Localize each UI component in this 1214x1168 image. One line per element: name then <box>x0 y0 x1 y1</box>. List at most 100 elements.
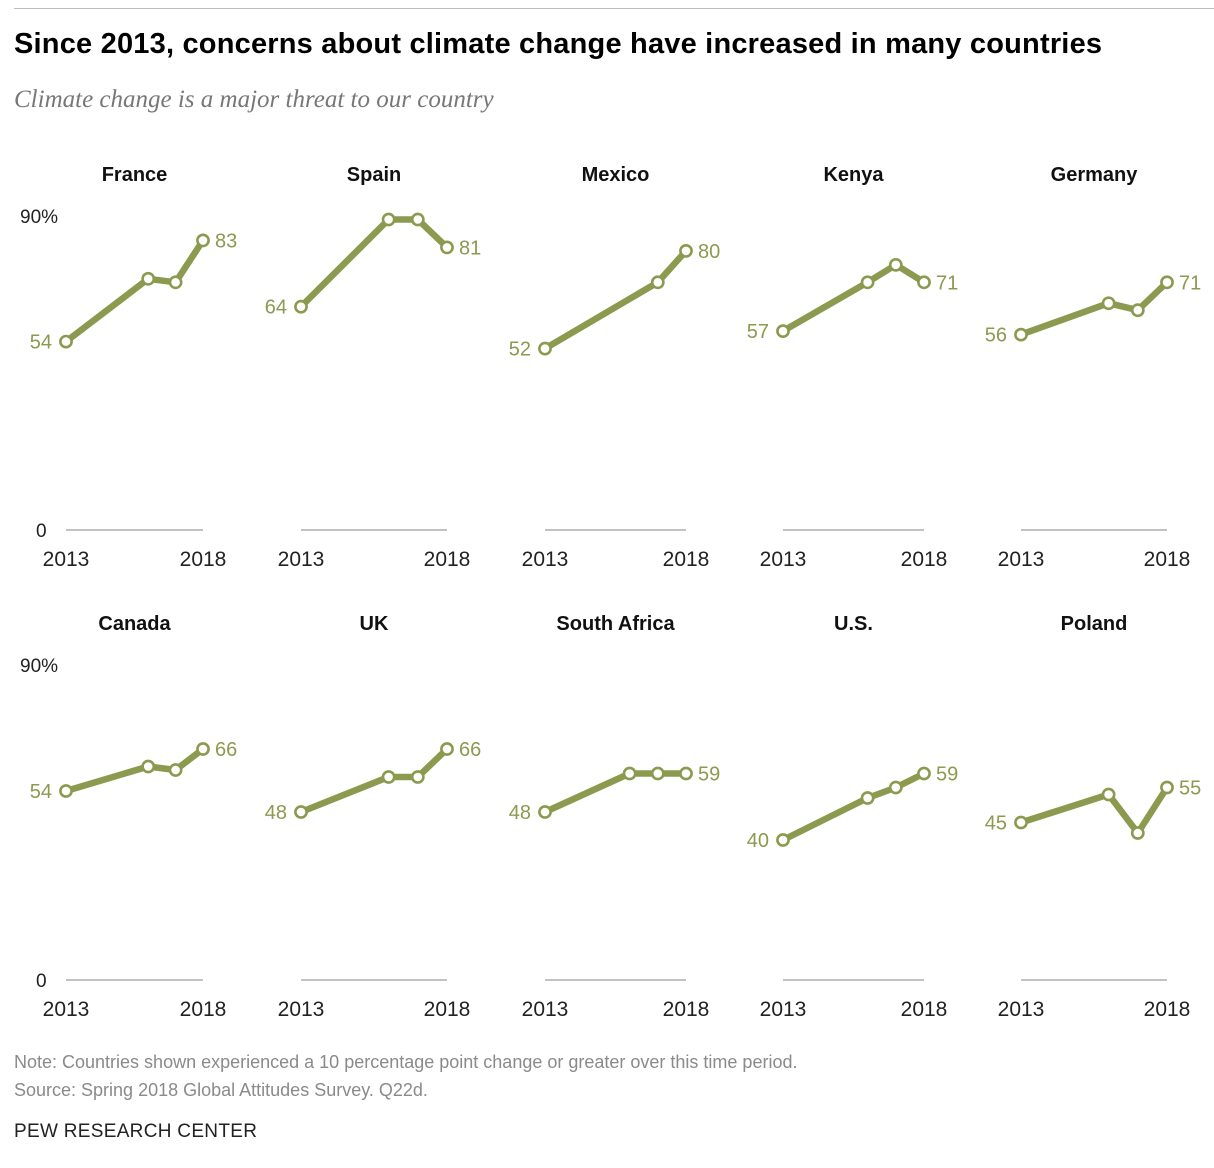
small-multiples-chart: France 90% 0 2013 2018 54 83 Spain 2013 2018 64 81 M… <box>20 164 1201 1021</box>
data-point-poland-2018 <box>1160 780 1174 795</box>
x-tick-label-end-uk: 2018 <box>424 998 471 1021</box>
data-point-uk-2017 <box>410 770 425 784</box>
series-line-uk <box>297 745 451 816</box>
data-point-mexico-2013 <box>538 341 552 356</box>
panel-title-mexico: Mexico <box>582 164 650 186</box>
data-point-mexico-2018 <box>679 243 693 258</box>
data-point-canada-2017 <box>168 763 183 777</box>
data-label-first-canada: 54 <box>30 781 52 803</box>
data-label-last-south-africa: 59 <box>698 764 720 786</box>
data-point-kenya-2017 <box>888 257 903 272</box>
series-line-spain <box>297 216 451 310</box>
data-point-canada-2016 <box>141 759 156 774</box>
y-tick-zero-label: 0 <box>36 521 47 542</box>
data-label-first-uk: 48 <box>265 802 287 824</box>
data-point-south-africa-2016 <box>622 766 637 781</box>
data-label-first-kenya: 57 <box>747 321 769 343</box>
data-point-kenya-2013 <box>776 324 790 339</box>
x-tick-label-end-canada: 2018 <box>180 998 227 1021</box>
data-label-first-spain: 64 <box>265 297 287 319</box>
x-tick-label-start-uk: 2013 <box>278 998 325 1021</box>
data-point-u-s-2016 <box>860 791 875 805</box>
data-point-kenya-2018 <box>917 275 931 290</box>
y-tick-top-label: 90% <box>20 207 58 228</box>
series-line-germany <box>1017 279 1171 338</box>
data-label-first-u-s: 40 <box>747 830 769 852</box>
y-tick-top-label: 90% <box>20 656 58 677</box>
x-tick-label-end-mexico: 2018 <box>663 548 710 571</box>
x-tick-label-start-u-s: 2013 <box>760 998 807 1021</box>
x-tick-label-end-kenya: 2018 <box>901 548 948 571</box>
data-point-poland-2017 <box>1130 826 1145 840</box>
x-tick-label-end-u-s: 2018 <box>901 998 948 1021</box>
organization-credit: PEW RESEARCH CENTER <box>14 1121 258 1142</box>
panel-title-poland: Poland <box>1061 613 1128 635</box>
x-tick-label-start-south-africa: 2013 <box>522 998 569 1021</box>
panel-title-south-africa: South Africa <box>556 613 675 635</box>
data-label-last-canada: 66 <box>215 739 237 761</box>
data-label-last-germany: 71 <box>1179 272 1201 294</box>
data-point-kenya-2016 <box>860 275 875 290</box>
data-point-spain-2013 <box>294 299 308 314</box>
x-tick-label-start-poland: 2013 <box>998 998 1045 1021</box>
series-line-canada <box>62 745 207 795</box>
data-label-last-poland: 55 <box>1179 778 1201 800</box>
data-label-first-france: 54 <box>30 332 52 354</box>
data-point-uk-2016 <box>381 770 396 784</box>
x-tick-label-end-spain: 2018 <box>424 548 471 571</box>
x-tick-label-start-mexico: 2013 <box>522 548 569 571</box>
series-line-poland <box>1017 784 1171 837</box>
data-label-last-mexico: 80 <box>698 241 720 263</box>
x-tick-label-end-france: 2018 <box>180 548 227 571</box>
data-point-canada-2018 <box>196 742 210 756</box>
chart-subtitle: Climate change is a major threat to our … <box>14 86 494 113</box>
series-line-u-s <box>779 770 928 844</box>
x-tick-label-end-south-africa: 2018 <box>663 998 710 1021</box>
data-label-last-france: 83 <box>215 230 237 252</box>
series-line-south-africa <box>541 770 690 816</box>
x-tick-label-start-france: 2013 <box>43 548 90 571</box>
panel-title-u-s: U.S. <box>834 613 873 635</box>
series-line-mexico <box>541 247 690 352</box>
data-label-first-germany: 56 <box>985 325 1007 347</box>
panel-title-uk: UK <box>360 613 389 635</box>
data-point-south-africa-2017 <box>650 766 665 781</box>
x-tick-label-end-poland: 2018 <box>1144 998 1191 1021</box>
data-point-france-2016 <box>141 271 156 286</box>
data-point-poland-2016 <box>1101 787 1116 802</box>
x-tick-label-end-germany: 2018 <box>1144 548 1191 571</box>
x-tick-label-start-canada: 2013 <box>43 998 90 1021</box>
data-label-first-south-africa: 48 <box>509 802 531 824</box>
data-point-france-2018 <box>196 233 210 248</box>
data-label-last-uk: 66 <box>459 739 481 761</box>
data-point-mexico-2017 <box>650 275 665 290</box>
data-point-u-s-2017 <box>888 780 903 795</box>
x-tick-label-start-kenya: 2013 <box>760 548 807 571</box>
data-label-first-mexico: 52 <box>509 339 531 361</box>
data-point-canada-2013 <box>59 784 73 798</box>
data-point-france-2013 <box>59 334 73 349</box>
data-point-south-africa-2018 <box>679 766 693 781</box>
source-note: Source: Spring 2018 Global Attitudes Sur… <box>14 1080 428 1100</box>
x-tick-label-start-germany: 2013 <box>998 548 1045 571</box>
data-point-spain-2017 <box>410 212 425 227</box>
data-point-south-africa-2013 <box>538 805 552 819</box>
data-point-france-2017 <box>168 275 183 290</box>
data-point-germany-2016 <box>1101 296 1116 311</box>
data-point-spain-2018 <box>440 240 454 255</box>
x-tick-label-start-spain: 2013 <box>278 548 325 571</box>
panel-title-canada: Canada <box>98 613 171 635</box>
data-point-spain-2016 <box>381 212 396 227</box>
series-line-kenya <box>779 261 928 335</box>
data-point-germany-2018 <box>1160 275 1174 290</box>
data-label-first-poland: 45 <box>985 813 1007 835</box>
series-line-france <box>62 237 207 345</box>
data-point-u-s-2013 <box>776 833 790 847</box>
data-point-uk-2013 <box>294 805 308 819</box>
panel-title-kenya: Kenya <box>823 164 884 186</box>
panel-title-germany: Germany <box>1051 164 1139 186</box>
y-tick-zero-label: 0 <box>36 971 47 992</box>
top-rule <box>14 8 1214 9</box>
footnote: Note: Countries shown experienced a 10 p… <box>14 1052 798 1072</box>
data-label-last-kenya: 71 <box>936 272 958 294</box>
